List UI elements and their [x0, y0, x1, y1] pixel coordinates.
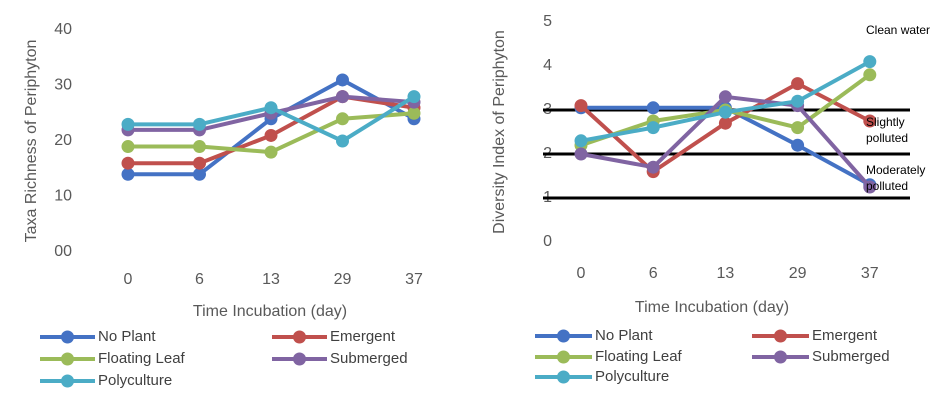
data-point	[264, 128, 278, 142]
data-point	[336, 73, 349, 87]
annotation: Moderately polluted	[866, 163, 926, 193]
data-point	[863, 55, 877, 69]
legend-label: Floating Leaf	[595, 348, 683, 365]
data-point	[646, 101, 660, 115]
data-point	[574, 134, 588, 148]
legend-marker	[293, 352, 306, 366]
legend-label: Emergent	[812, 327, 878, 344]
legend-marker	[61, 352, 74, 366]
legend-label: No Plant	[98, 328, 156, 345]
data-point	[791, 77, 805, 91]
data-point	[863, 180, 877, 194]
legend-label: Emergent	[330, 328, 396, 345]
y-tick-label: 00	[54, 243, 72, 260]
y-tick-label: 5	[543, 13, 552, 30]
data-point	[646, 160, 660, 174]
data-point	[574, 147, 588, 161]
legend-marker	[61, 330, 74, 344]
x-tick-label: 37	[861, 265, 879, 282]
data-point	[791, 94, 805, 108]
data-point	[336, 112, 349, 126]
x-tick-label: 29	[334, 271, 352, 288]
x-axis-title: Time Incubation (day)	[193, 303, 347, 320]
x-tick-label: 13	[262, 271, 280, 288]
x-axis-title: Time Incubation (day)	[635, 299, 789, 316]
data-point	[718, 105, 732, 119]
x-tick-label: 0	[124, 271, 133, 288]
data-point	[863, 114, 877, 128]
y-axis-title: Taxa Richness of Periphyton	[23, 40, 40, 243]
y-tick-label: 40	[54, 21, 72, 38]
x-tick-label: 37	[405, 271, 423, 288]
legend-label: Floating Leaf	[98, 350, 186, 367]
y-tick-label: 10	[54, 188, 72, 205]
legend-marker	[557, 370, 570, 384]
x-tick-label: 29	[789, 265, 807, 282]
legend-marker	[557, 329, 570, 343]
legend-label: Submerged	[812, 348, 890, 365]
y-tick-label: 20	[54, 132, 72, 149]
data-point	[193, 167, 206, 181]
legend-marker	[774, 350, 787, 364]
data-point	[407, 90, 421, 104]
data-point	[121, 117, 135, 131]
legend-marker	[293, 330, 306, 344]
data-point	[193, 117, 206, 131]
y-tick-label: 0	[543, 233, 552, 250]
legend-label: Submerged	[330, 350, 408, 367]
legend-marker	[774, 329, 787, 343]
legend-label: No Plant	[595, 327, 653, 344]
x-tick-label: 13	[717, 265, 735, 282]
x-tick-label: 6	[195, 271, 204, 288]
x-tick-label: 6	[649, 265, 658, 282]
x-tick-label: 0	[577, 265, 586, 282]
annotation: Slightly polluted	[866, 115, 909, 145]
y-axis-title: Diversity Index of Periphyton	[491, 30, 508, 234]
data-point	[193, 156, 206, 170]
data-point	[264, 145, 278, 159]
data-point	[574, 99, 588, 113]
legend-label: Polyculture	[595, 368, 669, 385]
annotation: Clean water	[866, 23, 931, 37]
legend-marker	[61, 374, 74, 388]
data-point	[791, 121, 805, 135]
data-point	[718, 116, 732, 130]
data-point	[336, 90, 349, 104]
data-point	[791, 138, 805, 152]
legend-marker	[557, 350, 570, 364]
data-point	[121, 140, 135, 154]
data-point	[121, 156, 135, 170]
legend-label: Polyculture	[98, 372, 172, 389]
data-point	[718, 90, 732, 104]
data-point	[646, 121, 660, 135]
series-line	[128, 77, 415, 177]
y-tick-label: 4	[543, 57, 552, 74]
data-point	[863, 68, 877, 82]
data-point	[193, 140, 206, 154]
data-point	[336, 134, 349, 148]
data-point	[407, 106, 421, 120]
data-point	[121, 167, 135, 181]
data-point	[264, 101, 278, 115]
y-tick-label: 30	[54, 77, 72, 94]
